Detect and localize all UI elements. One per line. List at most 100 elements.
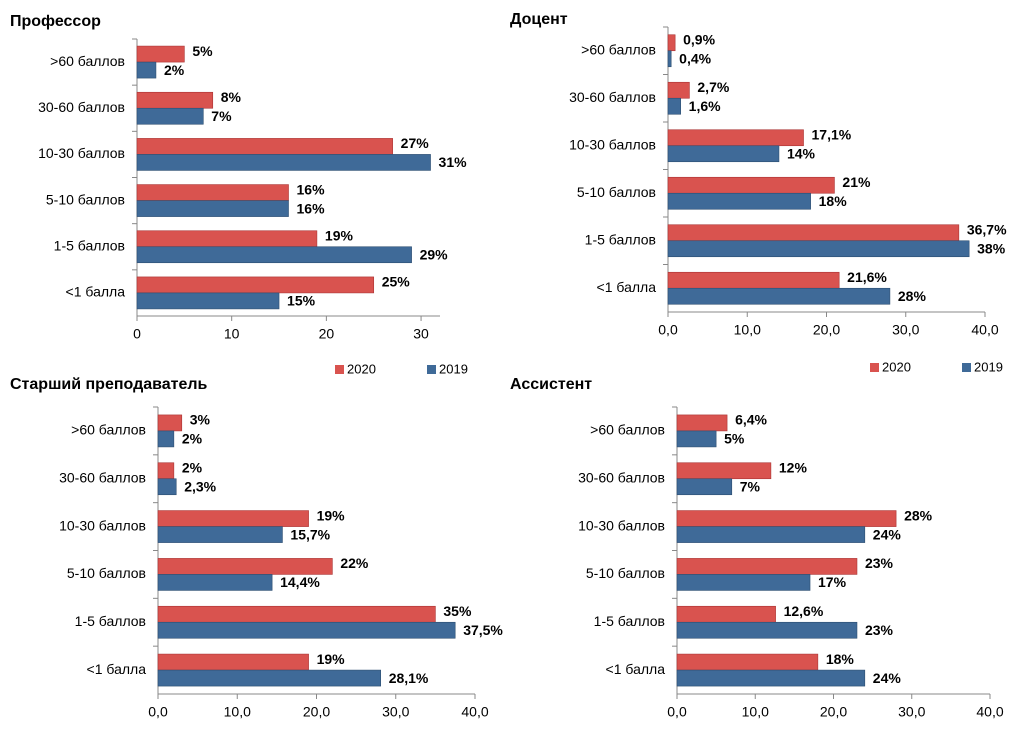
value-label: 22% — [340, 555, 369, 571]
value-label: 17% — [818, 574, 847, 590]
x-tick-label: 20 — [319, 326, 335, 342]
value-label: 37,5% — [463, 622, 503, 638]
y-tick-label: 10-30 баллов — [578, 517, 665, 533]
bar — [676, 478, 733, 496]
value-label: 27% — [401, 135, 430, 151]
y-tick-label: 10-30 баллов — [38, 145, 125, 161]
legend-swatch — [962, 363, 971, 372]
value-label: 8% — [221, 89, 242, 105]
value-label: 17,1% — [812, 126, 852, 142]
bar — [157, 430, 175, 448]
value-label: 23% — [865, 555, 894, 571]
chart-title: Доцент — [510, 11, 568, 28]
value-label: 2% — [182, 431, 203, 447]
bar — [667, 240, 970, 258]
bar — [157, 510, 309, 527]
y-tick-label: <1 балла — [606, 661, 666, 677]
y-tick-label: 30-60 баллов — [38, 99, 125, 115]
x-tick-label: 40,0 — [461, 704, 488, 720]
x-tick-label: 10,0 — [224, 704, 251, 720]
value-label: 1,6% — [689, 98, 721, 114]
y-tick-label: >60 баллов — [581, 41, 656, 57]
bar — [136, 138, 393, 155]
bar — [667, 145, 780, 163]
legend-label: 2020 — [882, 359, 911, 374]
value-label: 16% — [297, 181, 326, 197]
bar — [157, 414, 183, 432]
bar — [667, 287, 891, 305]
x-tick-label: 30 — [413, 326, 429, 342]
value-label: 14,4% — [280, 574, 320, 590]
value-label: 7% — [211, 108, 232, 124]
bar — [676, 669, 866, 687]
y-tick-label: 1-5 баллов — [54, 237, 125, 253]
value-label: 38% — [977, 240, 1006, 256]
x-tick-label: 20,0 — [813, 322, 840, 338]
legend-swatch — [335, 365, 344, 374]
x-tick-label: 0 — [133, 326, 141, 342]
value-label: 28,1% — [389, 670, 429, 686]
x-tick-label: 30,0 — [898, 704, 925, 720]
value-label: 23% — [865, 622, 894, 638]
y-tick-label: 10-30 баллов — [59, 517, 146, 533]
value-label: 24% — [873, 670, 902, 686]
bar — [667, 271, 840, 289]
value-label: 3% — [190, 412, 211, 428]
x-tick-label: 20,0 — [303, 704, 330, 720]
y-tick-label: 5-10 баллов — [67, 565, 146, 581]
legend-swatch — [427, 365, 436, 374]
value-label: 15% — [287, 293, 316, 309]
bar — [676, 430, 717, 448]
bar — [676, 621, 858, 639]
bar — [676, 605, 776, 623]
y-tick-label: 1-5 баллов — [585, 231, 656, 247]
x-tick-label: 10,0 — [734, 322, 761, 338]
y-tick-label: 5-10 баллов — [46, 191, 125, 207]
bar — [667, 129, 804, 147]
value-label: 0,9% — [683, 31, 715, 47]
value-label: 16% — [297, 200, 326, 216]
y-tick-label: 1-5 баллов — [594, 613, 665, 629]
y-tick-label: >60 баллов — [71, 422, 146, 438]
y-tick-label: 10-30 баллов — [569, 136, 656, 152]
legend-swatch — [870, 363, 879, 372]
bar — [676, 526, 866, 543]
bar — [676, 510, 897, 527]
value-label: 5% — [192, 43, 213, 59]
chart-title: Профессор — [10, 13, 101, 30]
bar — [157, 621, 456, 639]
bar — [676, 653, 819, 671]
chart-title: Ассистент — [510, 376, 592, 393]
y-tick-label: 30-60 баллов — [569, 89, 656, 105]
legend-label: 2019 — [439, 361, 468, 376]
bar — [676, 558, 858, 575]
x-tick-label: 30,0 — [382, 704, 409, 720]
x-tick-label: 40,0 — [976, 704, 1003, 720]
value-label: 29% — [420, 246, 449, 262]
x-tick-label: 10 — [224, 326, 240, 342]
bar — [676, 414, 728, 432]
value-label: 18% — [819, 193, 848, 209]
chart-title: Старший преподаватель — [10, 376, 208, 393]
legend-label: 2019 — [974, 359, 1003, 374]
bar — [157, 574, 273, 591]
value-label: 12,6% — [784, 603, 824, 619]
value-label: 5% — [724, 431, 745, 447]
y-tick-label: 5-10 баллов — [577, 184, 656, 200]
bar — [667, 224, 960, 242]
value-label: 24% — [873, 526, 902, 542]
bar — [157, 558, 333, 575]
bar — [136, 184, 289, 201]
value-label: 19% — [317, 507, 346, 523]
y-tick-label: 5-10 баллов — [586, 565, 665, 581]
bar — [136, 292, 280, 310]
bar — [136, 230, 318, 248]
y-tick-label: >60 баллов — [590, 422, 665, 438]
value-label: 15,7% — [290, 526, 330, 542]
value-label: 21% — [842, 174, 871, 190]
bar — [667, 81, 690, 99]
x-tick-label: 0,0 — [658, 322, 678, 338]
x-tick-label: 20,0 — [820, 704, 847, 720]
bar — [136, 200, 289, 217]
